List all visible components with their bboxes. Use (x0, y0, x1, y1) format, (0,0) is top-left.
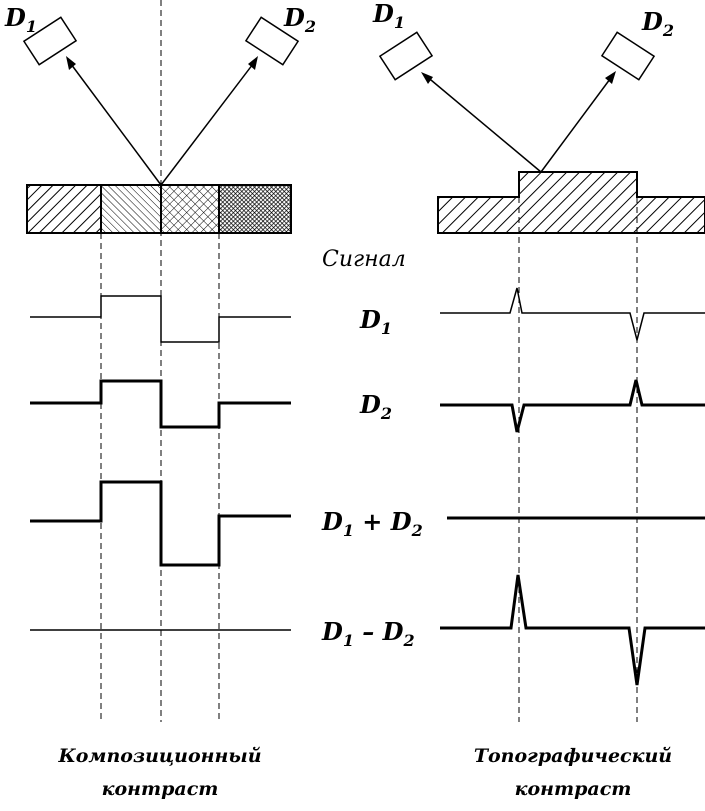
right-detector-d1: D1 (372, 0, 434, 81)
row-label-d1: D1 (359, 305, 392, 338)
left-signals (30, 295, 291, 631)
right-signal-diff (440, 574, 705, 686)
right-detector-d2: D2 (600, 7, 674, 81)
left-signal-sum (30, 480, 291, 567)
signal-header: Сигнал (322, 247, 406, 272)
right-guides (518, 197, 638, 722)
right-signal-d2 (440, 379, 705, 433)
left-detector-d2: D2 (244, 3, 316, 66)
right-d1-label: D1 (372, 0, 405, 32)
row-label-d2: D2 (359, 390, 392, 423)
right-caption-line1: Топографический (474, 745, 672, 767)
left-d1-label: D1 (4, 3, 37, 36)
left-sample-bar (26, 184, 292, 234)
left-signal-d2 (30, 379, 291, 429)
left-signal-d1 (30, 295, 291, 343)
left-caption-line1: Композиционный (57, 745, 261, 767)
left-caption-line2: контраст (102, 778, 219, 800)
row-label-diff: D1 – D2 (321, 617, 415, 650)
left-detector-d1: D1 (4, 3, 78, 66)
left-d2-label: D2 (283, 3, 316, 36)
left-guides (100, 0, 220, 722)
right-signals (440, 287, 705, 686)
left-arrows (66, 56, 258, 186)
right-d2-label: D2 (641, 7, 674, 40)
row-label-sum: D1 + D2 (321, 507, 423, 540)
right-sample-profile (437, 171, 705, 234)
right-signal-d1 (440, 287, 705, 343)
right-caption-line2: контраст (515, 778, 632, 800)
right-arrows (421, 71, 616, 173)
